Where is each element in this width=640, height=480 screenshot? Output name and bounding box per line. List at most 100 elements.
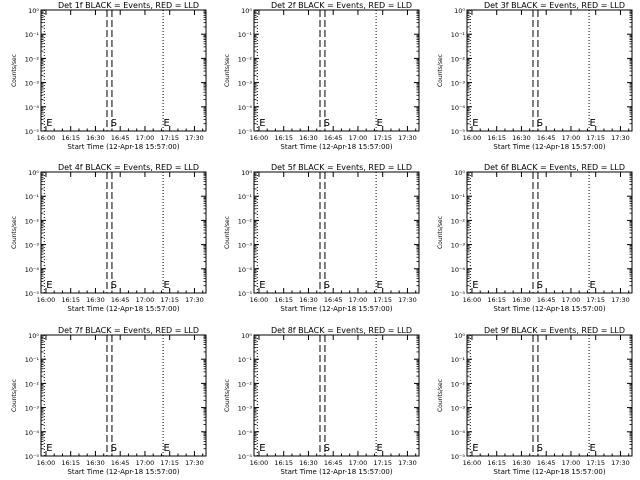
chart-panel-5: Det 5f BLACK = Events, RED = LLD 16:00 16:… (224, 163, 420, 313)
x-tick-label: 16:15 (274, 459, 293, 467)
y-tick-label: 10⁻⁴ (25, 429, 40, 437)
y-tick-label: 10⁰ (454, 169, 465, 177)
x-tick-label: 16:30 (299, 459, 318, 467)
x-tick-label: 17:00 (562, 459, 581, 467)
panel-title: Det 1f BLACK = Events, RED = LLD (58, 1, 199, 10)
x-tick-label: 16:15 (274, 134, 293, 142)
x-axis-label: Start Time (12-Apr-18 15:57:00) (493, 468, 605, 476)
x-tick-label: 16:30 (86, 459, 105, 467)
y-tick-label: 10⁻³ (451, 405, 466, 413)
y-tick-label: 10⁻⁴ (238, 104, 253, 112)
x-tick-label: 17:15 (586, 134, 605, 142)
x-tick-label: 17:00 (136, 459, 155, 467)
y-axis-label: Counts/sec (224, 379, 231, 412)
x-tick-label: 17:00 (349, 459, 368, 467)
x-tick-label: 17:15 (373, 134, 392, 142)
y-tick-label: 10⁻³ (25, 405, 40, 413)
x-tick-label: 17:30 (398, 459, 417, 467)
x-axis-label: Start Time (12-Apr-18 15:57:00) (280, 143, 392, 151)
marker-e: E (259, 118, 265, 129)
x-axis-label: Start Time (12-Apr-18 15:57:00) (280, 305, 392, 313)
y-tick-label: 10⁻³ (25, 242, 40, 250)
panel-title: Det 5f BLACK = Events, RED = LLD (271, 163, 412, 172)
y-tick-label: 10⁰ (28, 169, 39, 177)
chart-panel-2: Det 2f BLACK = Events, RED = LLD 16:00 16:… (224, 1, 420, 151)
y-tick-label: 10⁻⁴ (238, 429, 253, 437)
y-axis-label: Counts/sec (11, 379, 18, 412)
x-axis-label: Start Time (12-Apr-18 15:57:00) (493, 143, 605, 151)
x-tick-label: 17:00 (562, 134, 581, 142)
y-tick-label: 10⁻⁵ (25, 128, 40, 136)
x-tick-label: 16:30 (512, 134, 531, 142)
marker-e: E (472, 118, 478, 129)
x-axis-label: Start Time (12-Apr-18 15:57:00) (280, 468, 392, 476)
chart-panel-7: Det 7f BLACK = Events, RED = LLD 16:00 16:… (11, 326, 207, 476)
marker-e: E (376, 280, 382, 291)
y-tick-label: 10⁰ (28, 332, 39, 340)
marker-s: S (324, 280, 330, 291)
y-tick-label: 10⁻⁵ (25, 453, 40, 461)
marker-e: E (163, 443, 169, 454)
panel-title: Det 8f BLACK = Events, RED = LLD (271, 326, 412, 335)
x-tick-label: 16:15 (274, 296, 293, 304)
x-tick-label: 16:00 (37, 459, 56, 467)
marker-e: E (472, 280, 478, 291)
x-tick-label: 16:00 (463, 134, 482, 142)
x-tick-label: 17:15 (373, 296, 392, 304)
x-tick-label: 16:45 (111, 459, 130, 467)
y-tick-label: 10⁻¹ (238, 193, 253, 201)
panel-title: Det 9f BLACK = Events, RED = LLD (484, 326, 625, 335)
y-axis-label: Counts/sec (437, 54, 444, 87)
x-tick-label: 16:00 (37, 134, 56, 142)
y-tick-label: 10⁻³ (451, 80, 466, 88)
y-tick-label: 10⁰ (28, 7, 39, 15)
y-tick-label: 10⁰ (454, 7, 465, 15)
y-axis-label: Counts/sec (11, 216, 18, 249)
x-tick-label: 16:30 (86, 134, 105, 142)
plot-frame (466, 171, 633, 294)
marker-e: E (376, 443, 382, 454)
marker-e: E (163, 118, 169, 129)
x-tick-label: 17:15 (586, 459, 605, 467)
chart-panel-1: Det 1f BLACK = Events, RED = LLD 16:00 16:… (11, 1, 207, 151)
x-tick-label: 16:45 (324, 459, 343, 467)
y-tick-label: 10⁻¹ (451, 193, 466, 201)
x-tick-label: 17:00 (349, 296, 368, 304)
y-tick-label: 10⁻² (451, 217, 466, 225)
chart-panel-8: Det 8f BLACK = Events, RED = LLD 16:00 16:… (224, 326, 420, 476)
y-tick-label: 10⁻³ (25, 80, 40, 88)
x-tick-label: 16:30 (512, 296, 531, 304)
y-tick-label: 10⁻¹ (238, 356, 253, 364)
marker-e: E (259, 443, 265, 454)
y-tick-label: 10⁻² (238, 55, 253, 63)
y-axis-label: Counts/sec (437, 216, 444, 249)
y-tick-label: 10⁻² (25, 380, 40, 388)
x-tick-label: 16:45 (537, 459, 556, 467)
marker-e: E (46, 118, 52, 129)
marker-e: E (472, 443, 478, 454)
x-tick-label: 16:15 (487, 459, 506, 467)
y-tick-label: 10⁻¹ (451, 356, 466, 364)
x-tick-label: 16:30 (299, 134, 318, 142)
y-tick-label: 10⁻¹ (451, 31, 466, 39)
x-tick-label: 17:15 (160, 296, 179, 304)
y-tick-label: 10⁻³ (238, 405, 253, 413)
marker-e: E (163, 280, 169, 291)
y-tick-label: 10⁻⁵ (451, 128, 466, 136)
plot-frame (253, 9, 420, 132)
y-tick-label: 10⁻¹ (25, 31, 40, 39)
chart-panel-4: Det 4f BLACK = Events, RED = LLD 16:00 16:… (11, 163, 207, 313)
y-tick-label: 10⁻⁵ (238, 128, 253, 136)
x-axis-label: Start Time (12-Apr-18 15:57:00) (67, 468, 179, 476)
x-tick-label: 17:30 (185, 459, 204, 467)
x-tick-label: 16:00 (250, 459, 269, 467)
x-tick-label: 16:30 (512, 459, 531, 467)
y-tick-label: 10⁻³ (451, 242, 466, 250)
panel-title: Det 2f BLACK = Events, RED = LLD (271, 1, 412, 10)
x-tick-label: 17:30 (398, 296, 417, 304)
y-tick-label: 10⁻¹ (25, 356, 40, 364)
x-tick-label: 16:45 (324, 134, 343, 142)
y-tick-label: 10⁻³ (238, 242, 253, 250)
x-tick-label: 17:30 (185, 296, 204, 304)
x-tick-label: 17:00 (349, 134, 368, 142)
